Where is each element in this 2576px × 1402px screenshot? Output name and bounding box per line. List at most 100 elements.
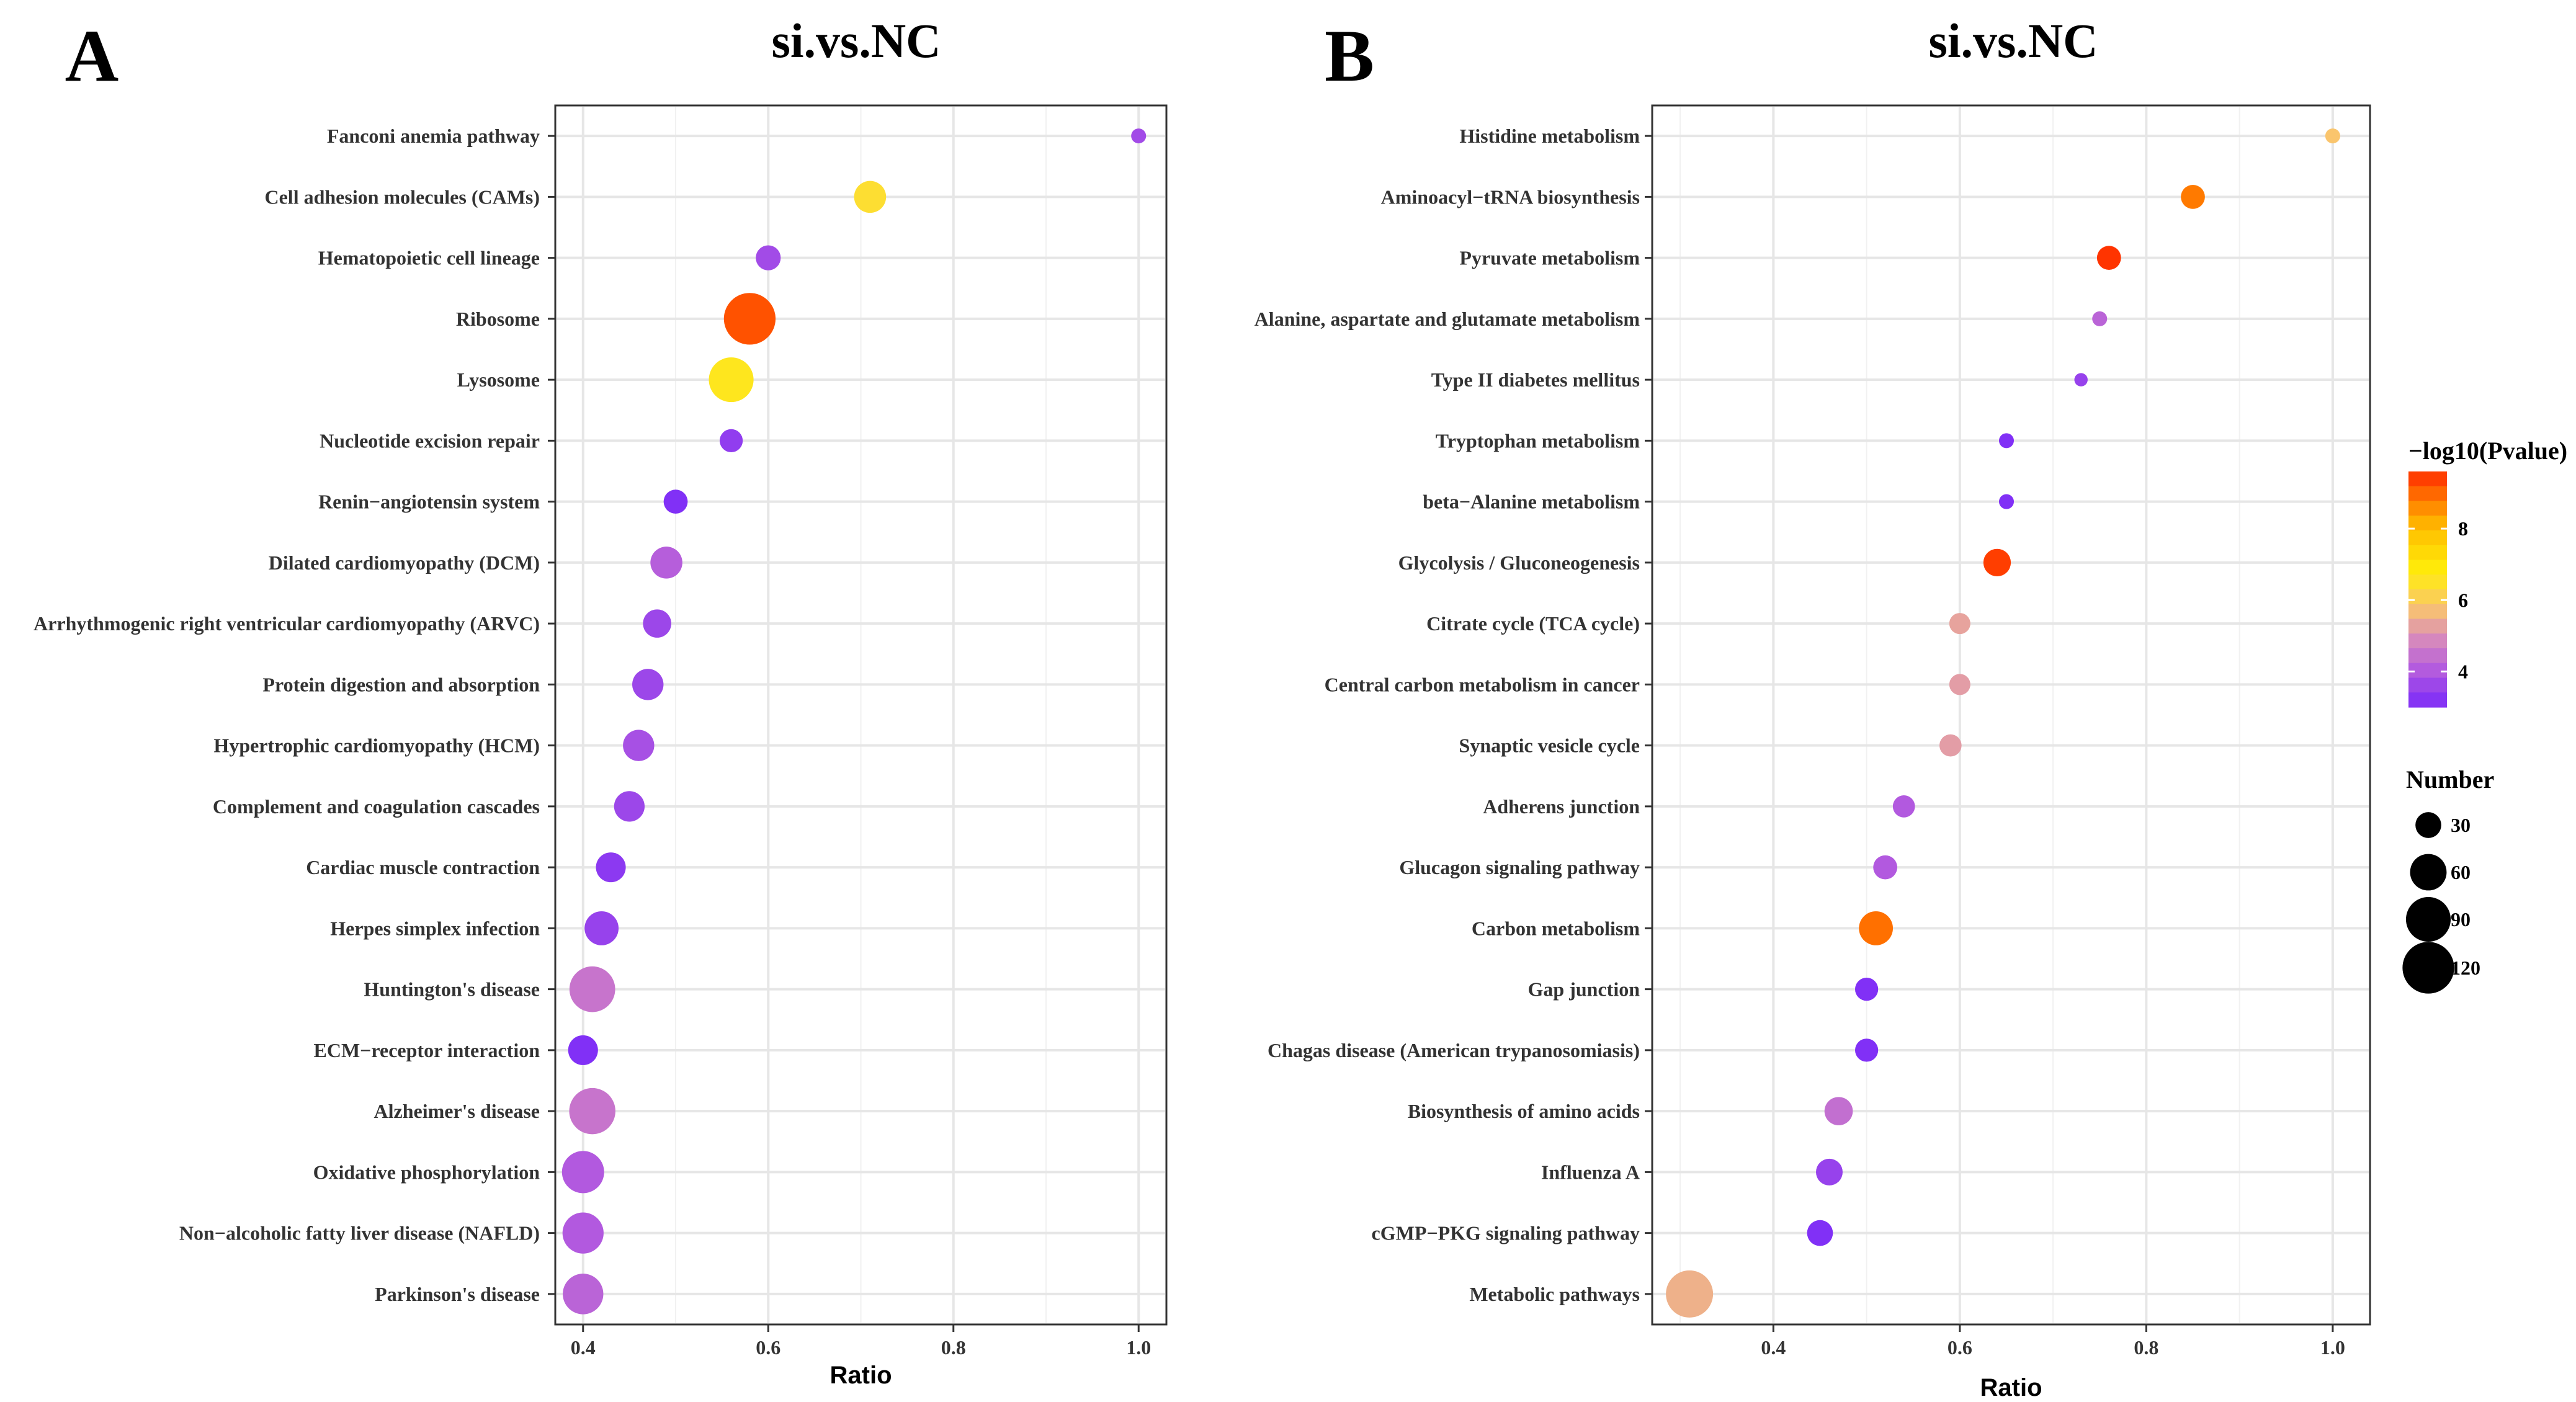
category-label: Dilated cardiomyopathy (DCM) [269, 551, 540, 574]
x-tick-label: 0.8 [941, 1336, 966, 1359]
x-tick-label: 1.0 [1126, 1336, 1151, 1359]
data-point [1824, 1097, 1853, 1125]
color-bar-band [2408, 471, 2447, 487]
chart-title: si.vs.NC [1928, 14, 2098, 68]
data-point [1131, 128, 1147, 144]
data-point [1854, 978, 1879, 1001]
category-label: Huntington's disease [364, 978, 540, 1001]
category-label: Parkinson's disease [375, 1283, 540, 1305]
category-label: Type II diabetes mellitus [1431, 368, 1640, 391]
data-point [1892, 795, 1915, 818]
category-label: Biosynthesis of amino acids [1408, 1100, 1640, 1122]
data-point [719, 429, 743, 452]
x-tick-label: 0.4 [1761, 1336, 1786, 1359]
data-point [2074, 373, 2088, 386]
color-bar-band [2408, 486, 2447, 502]
data-point [623, 730, 655, 761]
size-legend-label: 120 [2451, 957, 2480, 979]
color-bar-band [2408, 530, 2447, 546]
color-bar-label: 8 [2458, 517, 2468, 540]
data-point [2181, 184, 2205, 209]
data-point [1949, 613, 1970, 635]
data-point [1998, 494, 2015, 509]
color-bar-band [2408, 692, 2447, 708]
category-label: Histidine metabolism [1459, 125, 1640, 147]
data-point [1815, 1158, 1843, 1185]
data-point [568, 1035, 598, 1065]
category-label: Cell adhesion molecules (CAMs) [264, 185, 540, 208]
category-label: Herpes simplex infection [330, 917, 540, 939]
color-bar-band [2408, 663, 2447, 679]
category-label: cGMP−PKG signaling pathway [1372, 1222, 1640, 1244]
size-legend-title: Number [2406, 766, 2494, 793]
color-legend-title: −log10(Pvalue) [2408, 437, 2567, 465]
data-point [756, 245, 781, 270]
data-point [1859, 911, 1894, 945]
category-label: Non−alcoholic fatty liver disease (NAFLD… [179, 1222, 540, 1244]
category-label: Renin−angiotensin system [318, 491, 540, 513]
category-label: Gap junction [1528, 978, 1640, 1001]
data-point [1939, 734, 1962, 757]
size-legend-dot [2415, 812, 2441, 838]
category-label: Cardiac muscle contraction [306, 856, 540, 878]
color-bar-band [2408, 589, 2447, 605]
x-axis-title: Ratio [830, 1362, 892, 1389]
category-label: Protein digestion and absorption [262, 673, 540, 695]
category-label: Synaptic vesicle cycle [1459, 734, 1640, 757]
data-point [569, 1087, 615, 1135]
data-point [632, 669, 664, 700]
data-point [2325, 128, 2340, 144]
category-label: Central carbon metabolism in cancer [1325, 673, 1640, 695]
data-point [596, 852, 626, 883]
data-point [2096, 246, 2121, 270]
category-label: Citrate cycle (TCA cycle) [1426, 612, 1640, 635]
color-bar-label: 6 [2458, 589, 2468, 611]
category-label: Pyruvate metabolism [1459, 247, 1640, 269]
data-point [2092, 311, 2108, 326]
size-legend-label: 60 [2451, 861, 2471, 883]
category-label: Glycolysis / Gluconeogenesis [1398, 551, 1640, 574]
category-label: Adherens junction [1483, 795, 1640, 818]
data-point [643, 609, 671, 638]
color-bar-band [2408, 604, 2447, 620]
x-tick-label: 0.4 [571, 1336, 596, 1359]
category-label: Metabolic pathways [1469, 1283, 1640, 1305]
data-point [1807, 1220, 1833, 1246]
category-label: Tryptophan metabolism [1436, 429, 1640, 452]
color-bar-band [2408, 574, 2447, 590]
color-bar-band [2408, 677, 2447, 693]
legend: −log10(Pvalue) 4 6 8 Number 30 60 90 120 [2402, 437, 2567, 994]
data-point [1949, 674, 1970, 695]
color-bar-band [2408, 618, 2447, 634]
category-label: Hypertrophic cardiomyopathy (HCM) [213, 734, 540, 757]
data-point [650, 547, 682, 579]
category-label: Chagas disease (American trypanosomiasis… [1268, 1039, 1640, 1061]
x-tick-label: 0.6 [756, 1336, 780, 1359]
x-tick-label: 1.0 [2320, 1336, 2345, 1359]
color-bar-band [2408, 516, 2447, 531]
color-bar-band [2408, 545, 2447, 561]
category-label: Ribosome [456, 308, 540, 330]
size-legend-dot [2410, 854, 2447, 891]
panel-letter-a: A [65, 14, 119, 97]
category-label: Hematopoietic cell lineage [318, 247, 540, 269]
data-point [854, 181, 887, 213]
category-label: Fanconi anemia pathway [327, 125, 540, 147]
color-bar-label: 4 [2458, 660, 2468, 682]
size-legend-dot [2402, 942, 2454, 994]
x-tick-label: 0.6 [1948, 1336, 1972, 1359]
category-label: Alanine, aspartate and glutamate metabol… [1254, 308, 1640, 330]
category-label: beta−Alanine metabolism [1423, 491, 1640, 513]
category-label: Lysosome [457, 368, 540, 391]
data-point [723, 293, 776, 345]
x-tick-label: 0.8 [2134, 1336, 2158, 1359]
x-axis-title: Ratio [1980, 1374, 2042, 1401]
category-label: Complement and coagulation cascades [213, 795, 540, 818]
data-point [561, 1151, 604, 1194]
chart-title: si.vs.NC [771, 14, 941, 68]
data-point [1983, 548, 2011, 577]
data-point [569, 966, 615, 1012]
